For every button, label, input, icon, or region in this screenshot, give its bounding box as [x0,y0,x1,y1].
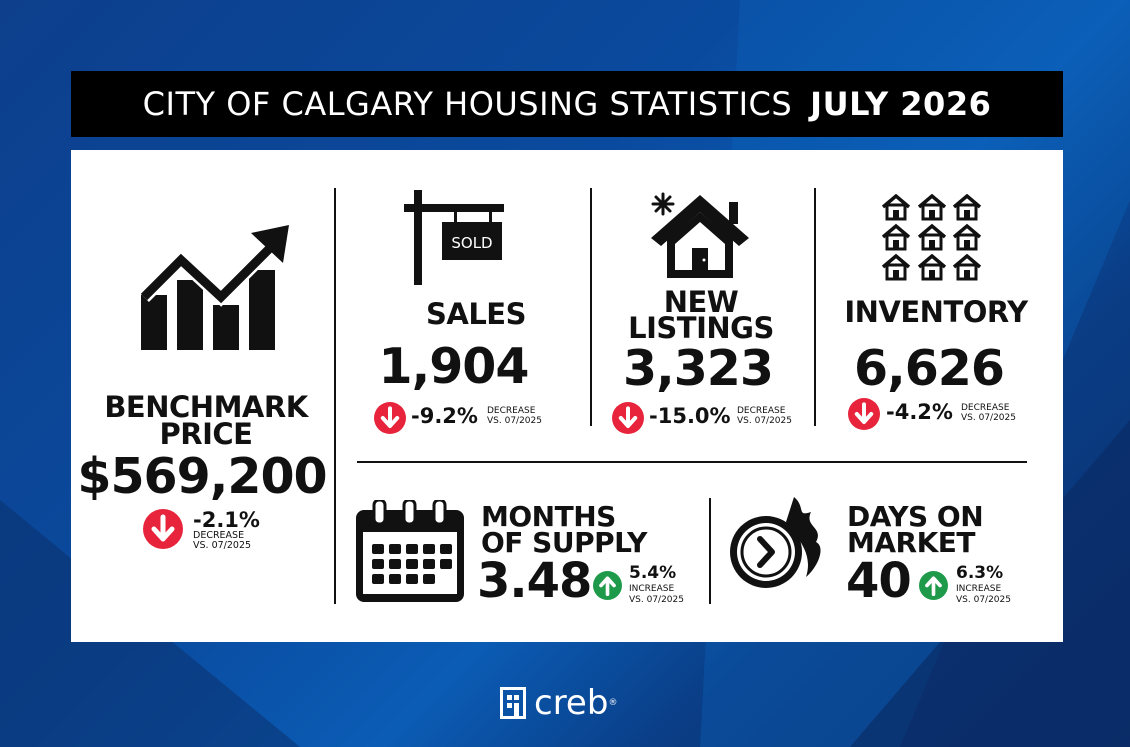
sales-value: 1,904 [378,338,530,395]
inventory-label: INVENTORY [844,295,1028,329]
supply-change: 5.4% [629,563,677,583]
benchmark-label-1: BENCHMARK [104,390,308,424]
sales-down-arrow-icon [374,402,406,434]
benchmark-comparison: VS. 07/2025 [193,540,252,551]
sales-direction: DECREASE [487,406,536,416]
supply-value: 3.48 [477,553,592,609]
fast-clock-icon [730,497,821,588]
benchmark-label-2: PRICE [159,417,253,451]
sales-change: -9.2% [411,404,478,428]
sold-sign-text: SOLD [451,234,492,252]
benchmark-down-arrow-icon [143,509,183,549]
supply-comparison: VS. 07/2025 [629,595,684,605]
header-period: JULY 2026 [810,85,992,123]
inventory-down-arrow-icon [848,398,880,430]
listings-label-1: NEW [663,285,739,319]
listings-direction: DECREASE [737,406,786,416]
dom-label-2: MARKET [847,526,976,559]
benchmark-value: $569,200 [77,448,327,505]
listings-down-arrow-icon [612,402,644,434]
header-title: CITY OF CALGARY HOUSING STATISTICS [142,85,793,123]
stats-card: BENCHMARK PRICE $569,200 -2.1% DECREASE … [71,150,1063,642]
dom-change: 6.3% [956,563,1004,583]
houses-grid-icon [881,194,982,281]
divider-listings [814,188,816,426]
dom-label-1: DAYS ON [847,500,984,533]
divider-left [334,188,336,604]
supply-label-2: OF SUPPLY [481,526,647,559]
chart-growth-icon [139,225,289,350]
benchmark-change: -2.1% [193,508,260,532]
divider-bottom [709,498,711,604]
new-house-icon [651,192,749,278]
dom-value: 40 [846,553,912,609]
inventory-comparison: VS. 07/2025 [961,413,1016,423]
inventory-value: 6,626 [854,340,1005,397]
dom-direction: INCREASE [956,584,1002,594]
listings-label-2: LISTINGS [628,311,774,345]
listings-comparison: VS. 07/2025 [737,416,792,426]
sales-comparison: VS. 07/2025 [487,416,542,426]
inventory-change: -4.2% [886,400,953,424]
divider-horizontal [357,461,1027,463]
listings-change: -15.0% [649,404,731,428]
dom-comparison: VS. 07/2025 [956,595,1011,605]
sales-label: SALES [425,297,527,331]
registered-mark: ® [608,698,618,708]
creb-logo: creb ® [500,683,617,723]
sold-sign-icon: SOLD [404,190,504,285]
supply-label-1: MONTHS [481,500,616,533]
divider-sales [590,188,592,426]
dom-up-arrow-icon [919,571,948,600]
header-banner: CITY OF CALGARY HOUSING STATISTICS JULY … [71,71,1063,137]
supply-direction: INCREASE [629,584,675,594]
inventory-direction: DECREASE [961,403,1010,413]
supply-up-arrow-icon [593,571,622,600]
listings-value: 3,323 [623,340,774,397]
creb-logo-icon [500,687,526,719]
benchmark-direction: DECREASE [193,530,245,541]
creb-logo-text: creb [534,683,609,723]
calendar-icon [356,500,464,602]
